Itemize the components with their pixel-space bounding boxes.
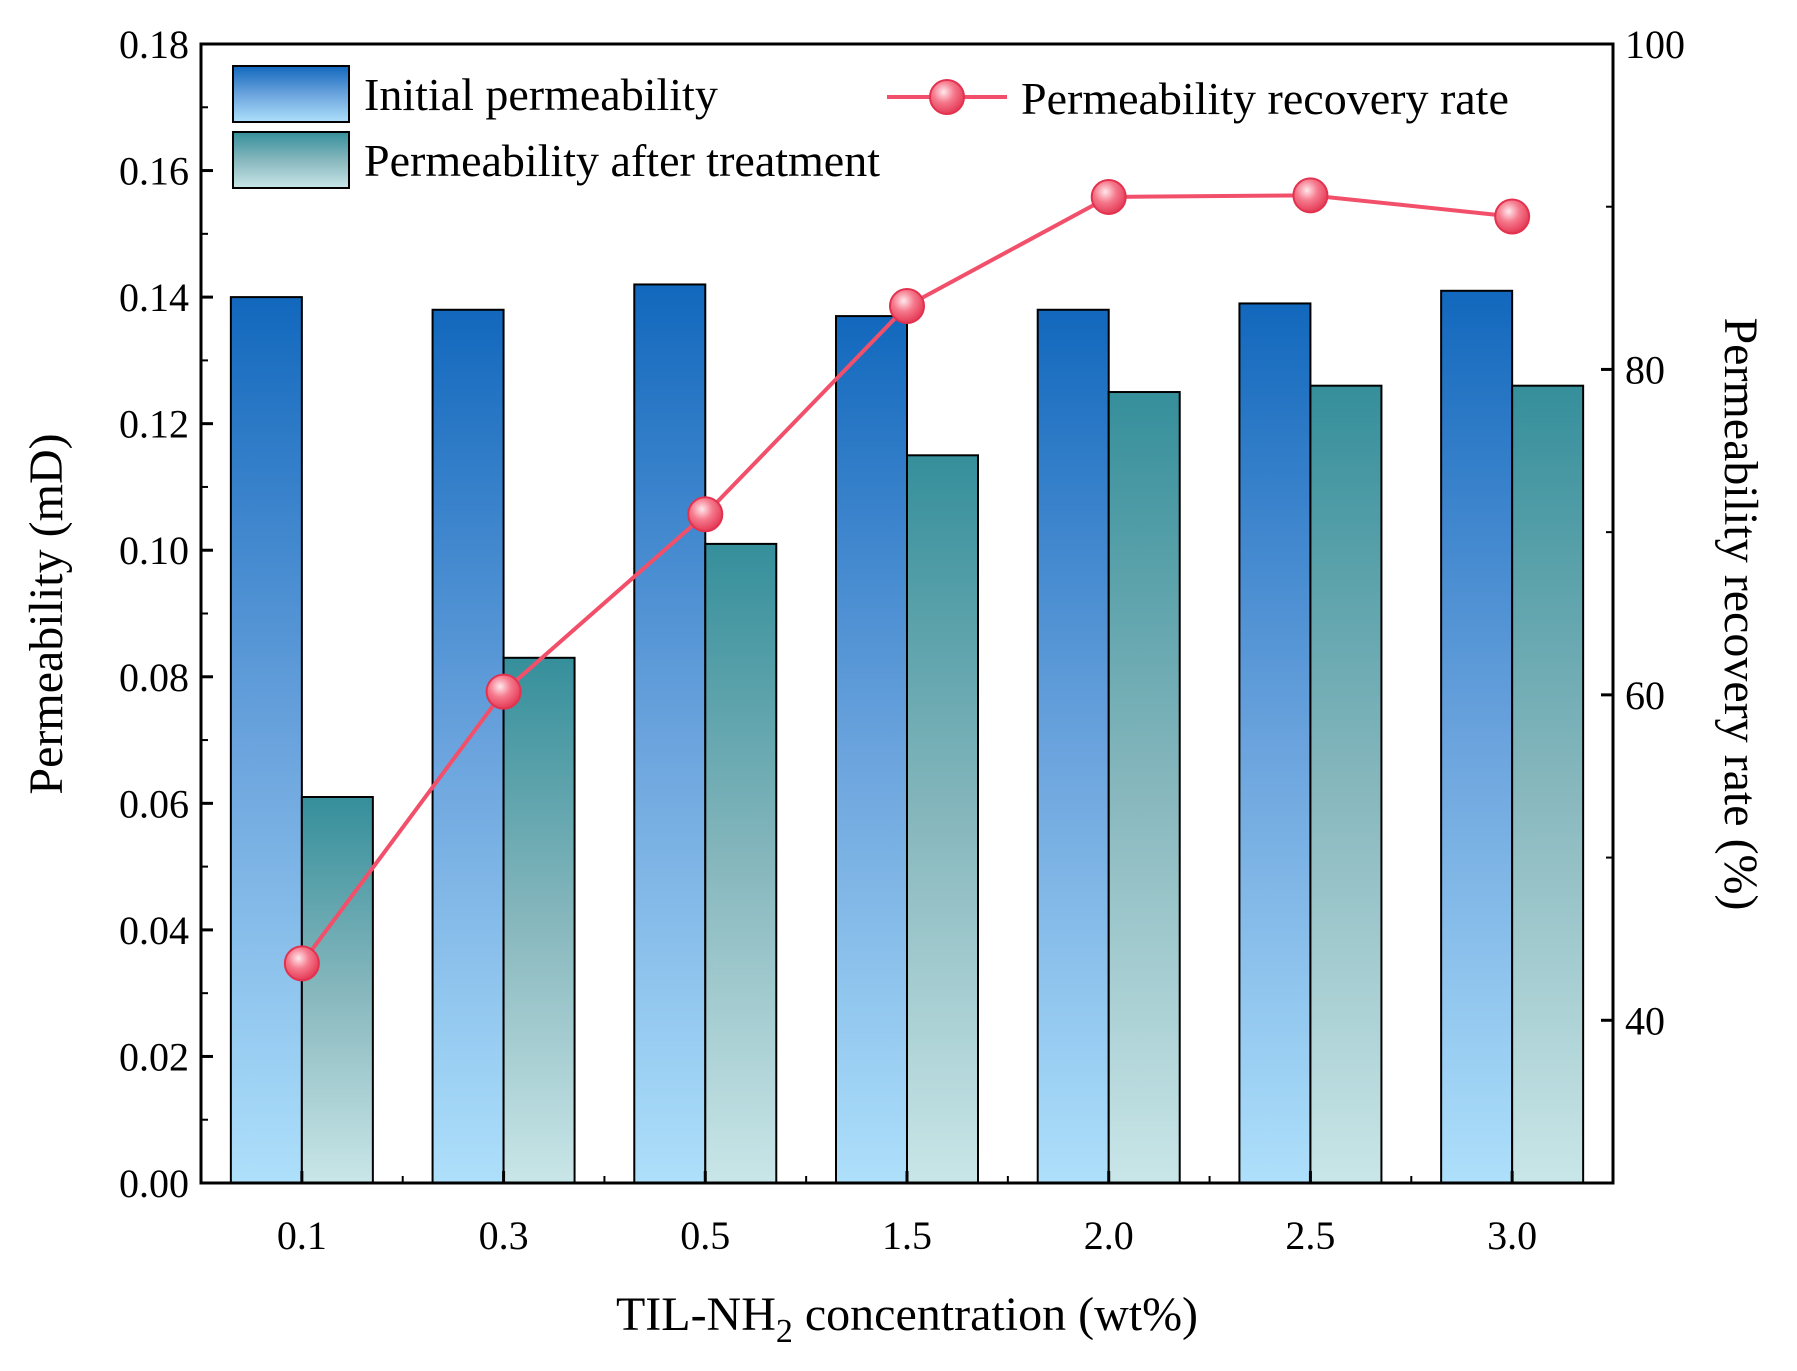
y-tick-label: 0.18 <box>119 22 189 67</box>
y-tick-label: 0.08 <box>119 655 189 700</box>
y2-tick-label: 60 <box>1625 673 1665 718</box>
y-tick-label: 0.16 <box>119 149 189 194</box>
y-tick-label: 0.12 <box>119 402 189 447</box>
y-axis-title: Permeability (mD) <box>20 433 73 794</box>
x-tick-label: 0.5 <box>680 1213 730 1258</box>
legend-marker-recovery <box>929 79 965 115</box>
legend-label-recovery: Permeability recovery rate <box>1021 73 1509 124</box>
recovery-point <box>1494 198 1531 235</box>
y2-axis-title: Permeability recovery rate (%) <box>1714 317 1767 910</box>
x-tick-label: 2.5 <box>1285 1213 1335 1258</box>
bar-initial <box>1036 308 1110 1184</box>
bar-after <box>704 542 778 1184</box>
y-tick-label: 0.10 <box>119 528 189 573</box>
bar-initial <box>431 308 505 1184</box>
bar-after <box>1309 384 1383 1184</box>
bar-initial <box>1440 289 1514 1184</box>
y2-tick-label: 100 <box>1625 22 1685 67</box>
recovery-point <box>1292 177 1329 214</box>
y-tick-label: 0.02 <box>119 1034 189 1079</box>
bar-after <box>502 656 576 1184</box>
bar-after <box>300 796 374 1184</box>
bar-initial <box>1238 302 1312 1184</box>
bar-initial <box>229 296 303 1185</box>
recovery-point <box>1090 178 1127 215</box>
y-tick-label: 0.00 <box>119 1161 189 1206</box>
y-tick-label: 0.14 <box>119 275 189 320</box>
y2-tick-label: 40 <box>1625 998 1665 1043</box>
bar-after <box>906 454 979 1184</box>
x-axis-title: TIL-NH2 concentration (wt%) <box>616 1288 1198 1350</box>
legend-label-after: Permeability after treatment <box>364 135 880 186</box>
y-tick-label: 0.04 <box>119 908 189 953</box>
legend-swatch-after <box>232 131 350 189</box>
legend: Initial permeability Permeability after … <box>232 65 1509 189</box>
bar-initial <box>835 315 908 1185</box>
x-tick-label: 1.5 <box>882 1213 932 1258</box>
x-tick-label: 3.0 <box>1487 1213 1537 1258</box>
bar-initial <box>633 283 707 1184</box>
x-tick-label: 0.3 <box>479 1213 529 1258</box>
x-tick-label: 2.0 <box>1084 1213 1134 1258</box>
x-tick-label: 0.1 <box>277 1213 327 1258</box>
y2-tick-label: 80 <box>1625 347 1665 392</box>
recovery-point <box>889 287 925 324</box>
recovery-point <box>687 496 724 533</box>
y-tick-label: 0.06 <box>119 781 189 826</box>
legend-swatch-initial <box>232 65 350 123</box>
legend-label-initial: Initial permeability <box>364 69 718 120</box>
bar-after <box>1511 384 1585 1184</box>
recovery-point <box>485 673 522 710</box>
recovery-point <box>283 945 320 982</box>
bar-after <box>1107 391 1181 1184</box>
